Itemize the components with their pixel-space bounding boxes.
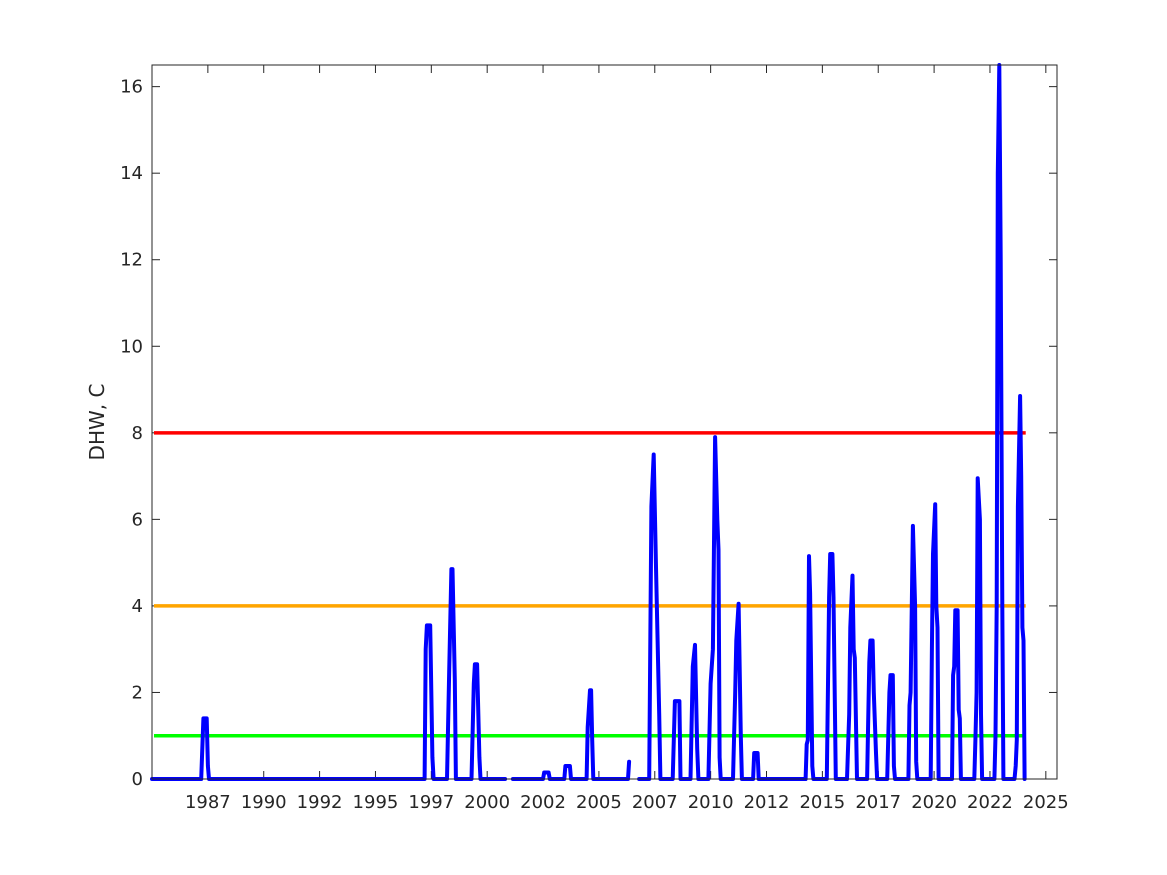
y-tick-label: 10 xyxy=(120,336,143,357)
x-tick-label: 2012 xyxy=(744,792,790,813)
x-tick-label: 2000 xyxy=(464,792,510,813)
y-tick-label: 2 xyxy=(132,682,143,703)
x-tick-label: 2020 xyxy=(911,792,957,813)
y-tick-label: 14 xyxy=(120,163,143,184)
x-tick-label: 2010 xyxy=(688,792,734,813)
x-tick-label: 1995 xyxy=(353,792,399,813)
dhw-series-line xyxy=(637,63,1027,781)
x-tick-label: 2015 xyxy=(799,792,845,813)
y-tick-label: 0 xyxy=(132,769,143,790)
y-axis-label: DHW, C xyxy=(85,384,109,461)
plot-background xyxy=(152,65,1057,779)
x-tick-label: 1992 xyxy=(297,792,343,813)
y-tick-label: 12 xyxy=(120,250,143,271)
x-tick-label: 2007 xyxy=(632,792,678,813)
x-tick-label: 1997 xyxy=(408,792,454,813)
x-tick-label: 2005 xyxy=(576,792,622,813)
y-tick-label: 8 xyxy=(132,423,143,444)
y-tick-label: 4 xyxy=(132,596,143,617)
x-tick-label: 2002 xyxy=(520,792,566,813)
x-tick-label: 1990 xyxy=(241,792,287,813)
plot-frame xyxy=(151,64,1058,780)
x-tick-label: 2025 xyxy=(1023,792,1069,813)
x-tick-label: 2022 xyxy=(967,792,1013,813)
y-tick-label: 16 xyxy=(120,77,143,98)
y-tick-label: 6 xyxy=(132,509,143,530)
x-tick-label: 1987 xyxy=(185,792,231,813)
x-tick-label: 2017 xyxy=(855,792,901,813)
